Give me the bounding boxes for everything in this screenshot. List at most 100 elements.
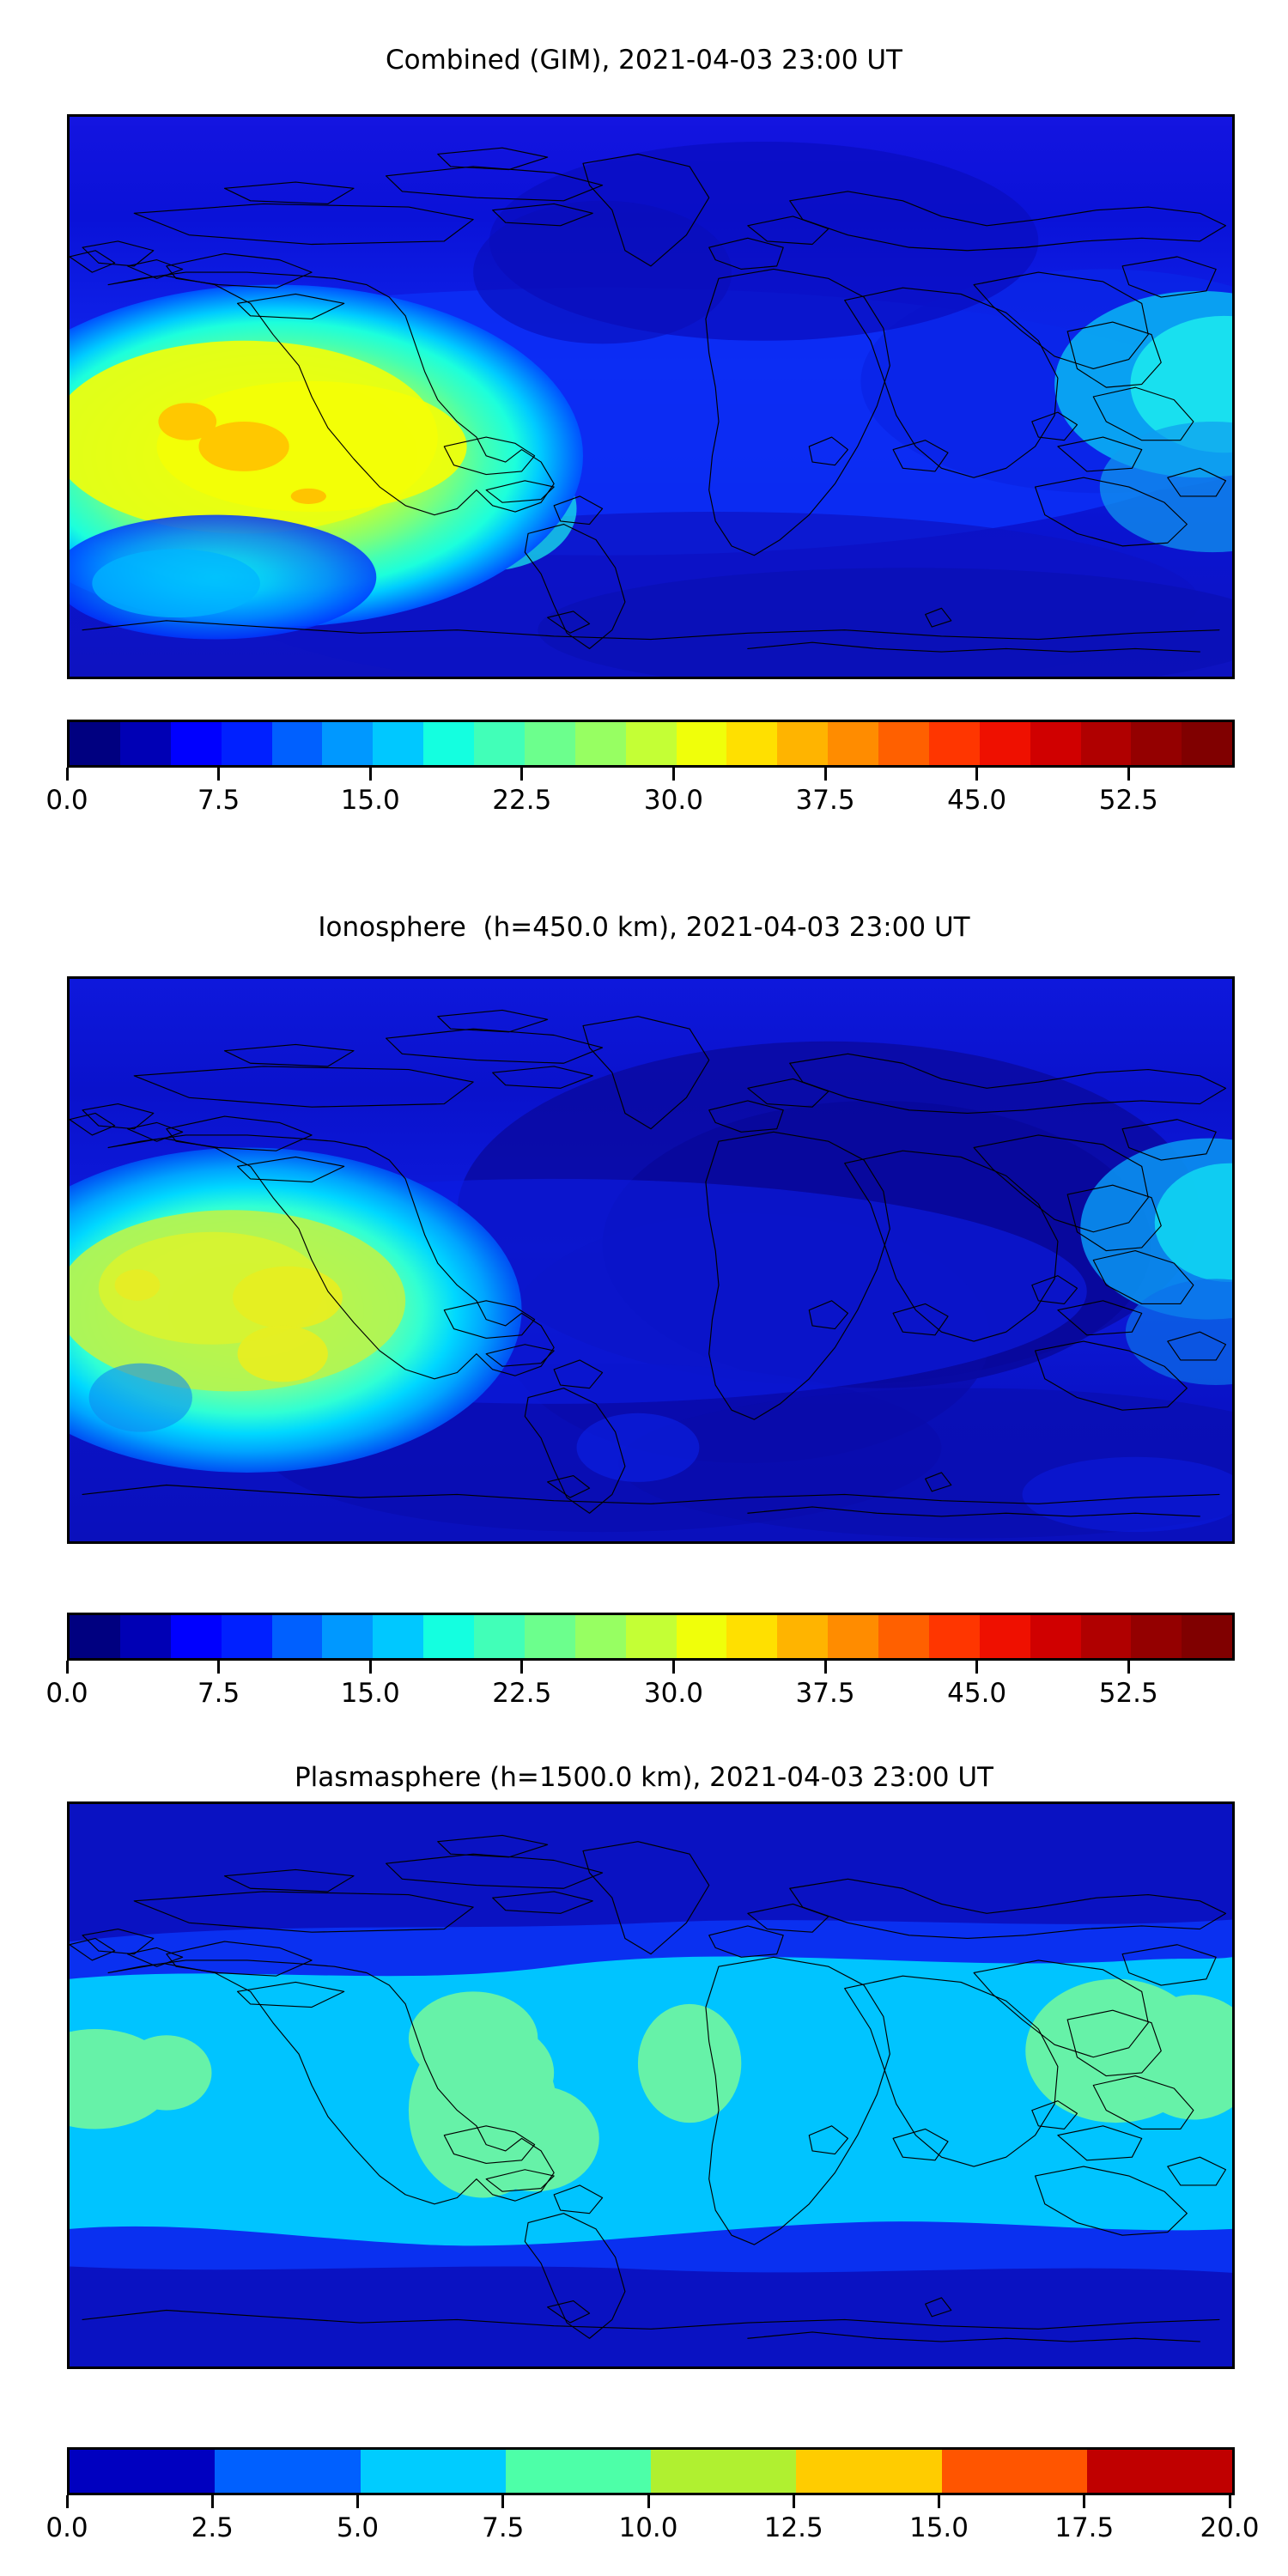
tec-contour-field bbox=[70, 117, 1232, 677]
colorbar-tick-label: 37.5 bbox=[795, 785, 855, 816]
colorbar-segment bbox=[941, 2450, 1087, 2493]
colorbar-tick bbox=[520, 1661, 524, 1674]
colorbar-tick bbox=[217, 768, 221, 781]
colorbar-segment bbox=[878, 722, 929, 765]
coastline-overlay bbox=[70, 117, 1232, 677]
colorbar-segment bbox=[70, 722, 120, 765]
colorbar-segment bbox=[524, 1615, 575, 1658]
colorbar-segment bbox=[651, 2450, 797, 2493]
panel-title: Combined (GIM), 2021-04-03 23:00 UT bbox=[386, 45, 902, 76]
map-axes-plasmasphere[interactable] bbox=[67, 1801, 1235, 2369]
colorbar-tick bbox=[210, 2495, 214, 2508]
colorbar-tick-label: 37.5 bbox=[795, 1678, 855, 1709]
colorbar-tick bbox=[356, 2495, 359, 2508]
colorbar-tick-label: 22.5 bbox=[492, 1678, 552, 1709]
colorbar-segment bbox=[1086, 2450, 1232, 2493]
colorbar-segment bbox=[322, 1615, 374, 1658]
colorbar-segment bbox=[524, 722, 575, 765]
colorbar-combined-gim[interactable]: 0.0 7.5 15.0 22.5 30.0 37.5 45.0 52.5 bbox=[46, 720, 1235, 823]
colorbar-segment bbox=[1182, 1615, 1233, 1658]
colorbar-tick-label: 7.5 bbox=[482, 2512, 525, 2543]
colorbar-segment bbox=[119, 722, 171, 765]
colorbar-segment bbox=[360, 2450, 506, 2493]
colorbar-segment bbox=[474, 1615, 525, 1658]
colorbar-segment bbox=[676, 1615, 727, 1658]
colorbar-tick-label: 22.5 bbox=[492, 785, 552, 816]
colorbar-tick-label: 0.0 bbox=[46, 2512, 88, 2543]
map-axes-combined-gim[interactable] bbox=[67, 114, 1235, 679]
colorbar-tick bbox=[823, 1661, 827, 1674]
colorbar-segment bbox=[1131, 722, 1182, 765]
colorbar-tick-label: 45.0 bbox=[947, 1678, 1007, 1709]
colorbar-tick bbox=[823, 768, 827, 781]
colorbar-segment bbox=[777, 1615, 829, 1658]
panel-title: Plasmasphere (h=1500.0 km), 2021-04-03 2… bbox=[294, 1762, 993, 1793]
colorbar-tick-label: 45.0 bbox=[947, 785, 1007, 816]
colorbar-segment bbox=[1030, 722, 1081, 765]
colorbar-tick-label: 15.0 bbox=[340, 785, 400, 816]
panel-title: Ionosphere (h=450.0 km), 2021-04-03 23:0… bbox=[318, 912, 970, 943]
colorbar-segment bbox=[676, 722, 727, 765]
colorbar-segment bbox=[70, 2450, 216, 2493]
colorbar-ionosphere[interactable]: 0.0 7.5 15.0 22.5 30.0 37.5 45.0 52.5 bbox=[46, 1613, 1235, 1716]
colorbar-tick-label: 52.5 bbox=[1098, 785, 1158, 816]
colorbar-segment bbox=[505, 2450, 651, 2493]
colorbar-tick bbox=[501, 2495, 505, 2508]
colorbar-segment bbox=[221, 1615, 272, 1658]
colorbar-gradient bbox=[67, 720, 1235, 768]
colorbar-segment bbox=[928, 722, 980, 765]
colorbar-plasmasphere[interactable]: 0.0 2.5 5.0 7.5 10.0 12.5 15.0 17.5 20.0 bbox=[46, 2447, 1260, 2550]
colorbar-tick-label: 30.0 bbox=[643, 785, 703, 816]
colorbar-segment bbox=[221, 722, 272, 765]
colorbar-tick bbox=[647, 2495, 650, 2508]
colorbar-ticks bbox=[64, 2495, 1232, 2511]
colorbar-tick-label: 0.0 bbox=[46, 1678, 88, 1709]
colorbar-tick bbox=[1127, 768, 1130, 781]
colorbar-tick bbox=[671, 1661, 675, 1674]
colorbar-segment bbox=[1080, 722, 1132, 765]
colorbar-segment bbox=[979, 1615, 1030, 1658]
colorbar-segment bbox=[828, 1615, 878, 1658]
colorbar-tick-label: 12.5 bbox=[763, 2512, 823, 2543]
colorbar-tick bbox=[975, 768, 979, 781]
colorbar-tick bbox=[671, 768, 675, 781]
colorbar-segment bbox=[928, 1615, 980, 1658]
coastline-overlay bbox=[70, 1804, 1232, 2366]
colorbar-segment bbox=[170, 722, 222, 765]
colorbar-segment bbox=[373, 722, 424, 765]
colorbar-tick-label: 7.5 bbox=[197, 1678, 240, 1709]
colorbar-tick bbox=[792, 2495, 795, 2508]
panel-combined-gim: Combined (GIM), 2021-04-03 23:00 UT bbox=[0, 0, 1288, 859]
tec-contour-field bbox=[70, 979, 1232, 1541]
colorbar-tick bbox=[65, 768, 69, 781]
map-axes-ionosphere[interactable] bbox=[67, 976, 1235, 1544]
colorbar-tick bbox=[65, 2495, 69, 2508]
colorbar-tick-label: 10.0 bbox=[618, 2512, 678, 2543]
colorbar-segment bbox=[1131, 1615, 1182, 1658]
colorbar-segment bbox=[474, 722, 525, 765]
colorbar-segment bbox=[70, 1615, 120, 1658]
coastline-overlay bbox=[70, 979, 1232, 1541]
colorbar-tick-label: 30.0 bbox=[643, 1678, 703, 1709]
colorbar-segment bbox=[373, 1615, 424, 1658]
colorbar-tick-label: 7.5 bbox=[197, 785, 240, 816]
colorbar-ticks bbox=[64, 768, 1232, 783]
colorbar-segment bbox=[271, 722, 323, 765]
panel-plasmasphere: Plasmasphere (h=1500.0 km), 2021-04-03 2… bbox=[0, 1743, 1288, 2576]
colorbar-tick bbox=[1127, 1661, 1130, 1674]
colorbar-segment bbox=[726, 1615, 778, 1658]
colorbar-segment bbox=[170, 1615, 222, 1658]
colorbar-segment bbox=[423, 722, 474, 765]
colorbar-tick-labels: 0.0 7.5 15.0 22.5 30.0 37.5 45.0 52.5 bbox=[46, 1676, 1232, 1716]
colorbar-segment bbox=[796, 2450, 942, 2493]
colorbar-segment bbox=[574, 722, 626, 765]
colorbar-tick bbox=[368, 768, 372, 781]
colorbar-tick bbox=[938, 2495, 940, 2508]
colorbar-tick-label: 15.0 bbox=[340, 1678, 400, 1709]
colorbar-tick-labels: 0.0 2.5 5.0 7.5 10.0 12.5 15.0 17.5 20.0 bbox=[46, 2511, 1259, 2550]
colorbar-tick-label: 15.0 bbox=[908, 2512, 969, 2543]
colorbar-segment bbox=[119, 1615, 171, 1658]
colorbar-tick-labels: 0.0 7.5 15.0 22.5 30.0 37.5 45.0 52.5 bbox=[46, 783, 1232, 823]
colorbar-segment bbox=[322, 722, 374, 765]
